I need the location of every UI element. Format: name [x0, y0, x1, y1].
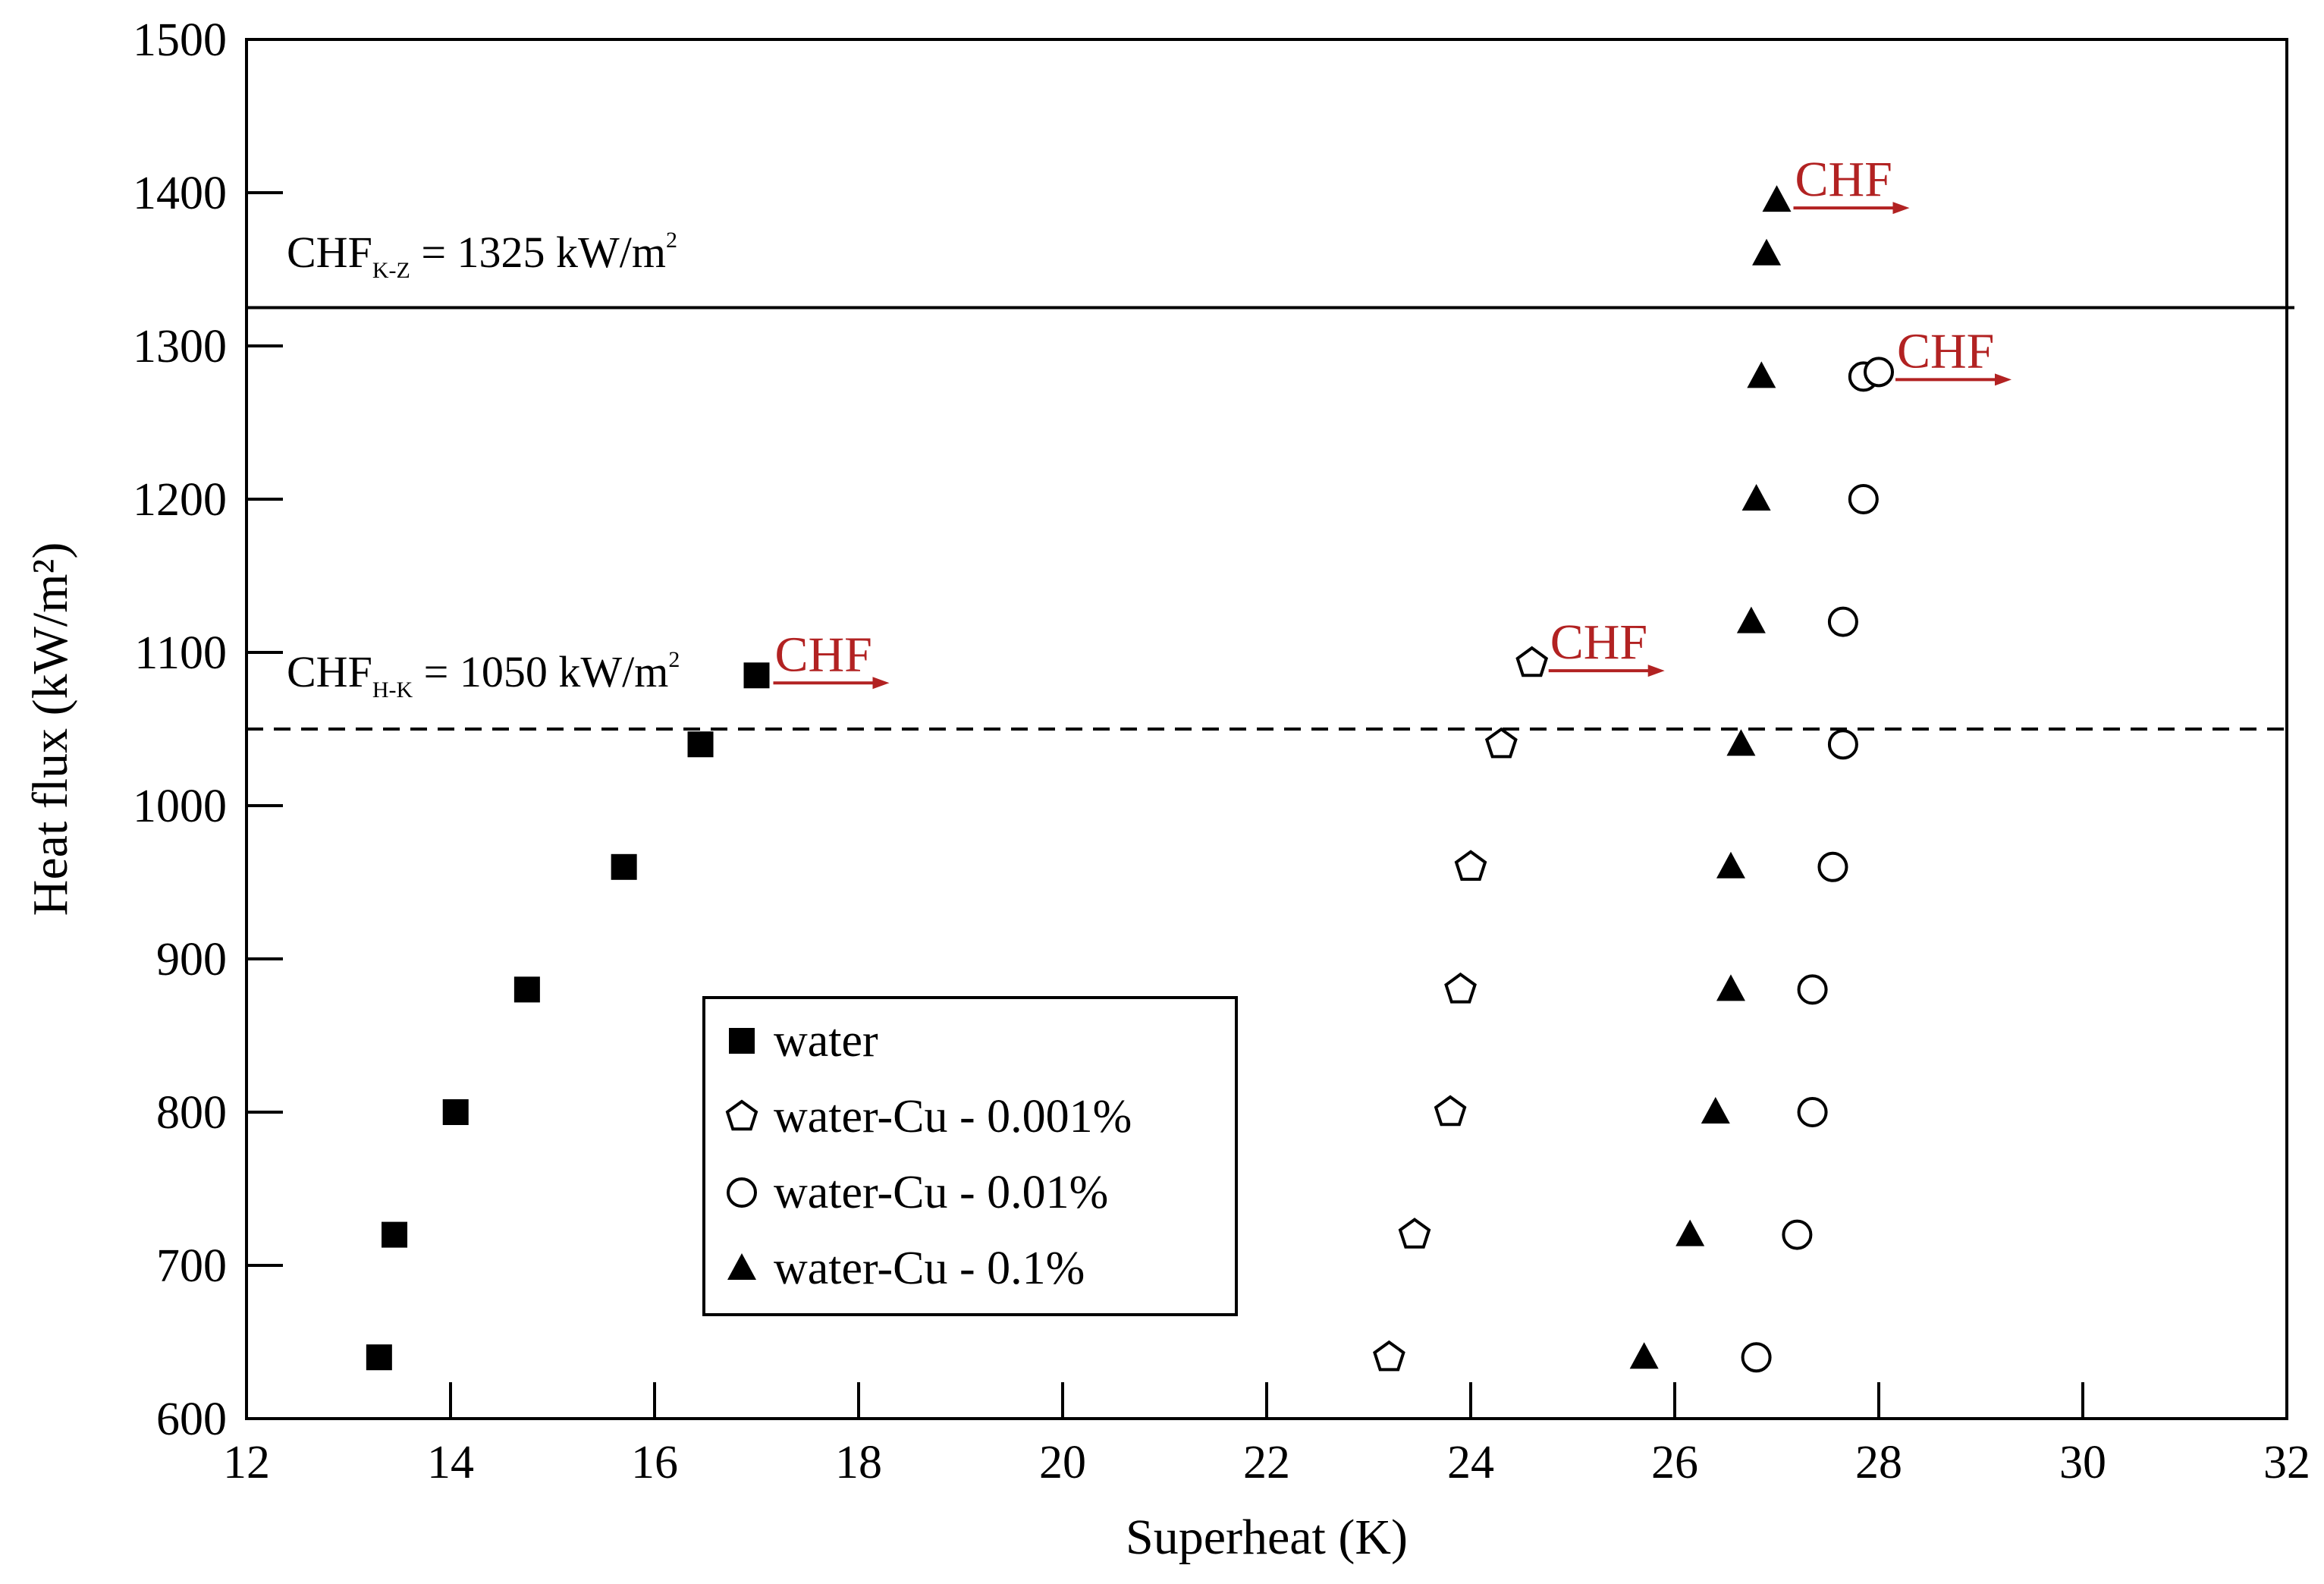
x-tick-label: 30 [2059, 1437, 2106, 1488]
data-point [1827, 729, 1858, 760]
y-tick-label: 1100 [134, 627, 227, 679]
y-tick-label: 600 [156, 1394, 227, 1445]
y-tick-label: 1500 [133, 14, 227, 66]
legend-markers [725, 1028, 758, 1280]
data-point [1741, 484, 1771, 511]
data-point [1434, 1095, 1467, 1127]
legend-entry-cu-001: water-Cu - 0.01% [774, 1167, 1108, 1218]
y-tick-label: 1400 [133, 168, 227, 219]
chf-arrow-head [1995, 373, 2012, 386]
data-point [1817, 851, 1848, 882]
y-tick-label: 1300 [133, 321, 227, 372]
series-3 [1629, 185, 1792, 1369]
data-point [1848, 484, 1879, 514]
x-axis-label: Superheat (K) [1126, 1510, 1408, 1565]
data-point [1797, 974, 1828, 1005]
legend-entry-water: water [774, 1015, 878, 1067]
series-0 [366, 662, 770, 1371]
data-point [1701, 1097, 1730, 1124]
x-tick-label: 24 [1447, 1437, 1494, 1488]
chf-label: CHF [1897, 323, 1994, 379]
chf-label: CHF [775, 627, 872, 682]
legend-marker [727, 1253, 756, 1280]
y-tick-label: 1200 [133, 474, 227, 526]
y-tick-labels: 600 700 800 900 1000 1100 1200 1300 1400 1500 [133, 14, 227, 1445]
data-point [1716, 974, 1745, 1001]
chf-label: CHF [1795, 152, 1892, 207]
x-tick-label: 32 [2263, 1437, 2310, 1488]
ref-label-kz: CHFK-Z = 1325 kW/m2 [287, 228, 677, 283]
y-tick-label: 1000 [133, 781, 227, 832]
legend-entry-cu-01: water-Cu - 0.1% [774, 1243, 1085, 1294]
x-tick-label: 12 [223, 1437, 270, 1488]
data-point [1752, 238, 1782, 266]
data-point [1373, 1340, 1405, 1372]
x-tick-label: 14 [427, 1437, 474, 1488]
data-point [366, 1344, 392, 1371]
data-point [513, 976, 540, 1003]
data-point [1827, 606, 1858, 637]
data-point [1782, 1219, 1813, 1250]
data-point [1444, 972, 1477, 1004]
x-tick-labels: 12 14 16 18 20 22 24 26 28 30 32 [223, 1437, 2310, 1488]
data-point [442, 1099, 469, 1125]
x-tick-label: 22 [1243, 1437, 1290, 1488]
legend-box [702, 996, 1238, 1316]
x-tick-label: 28 [1855, 1437, 1902, 1488]
chf-label: CHF [1550, 614, 1647, 670]
legend-marker [729, 1028, 755, 1054]
series-1 [1373, 646, 1549, 1372]
y-tick-label: 700 [156, 1240, 227, 1292]
chf-arrow-head [872, 677, 890, 690]
x-tick-label: 18 [835, 1437, 882, 1488]
data-point [611, 853, 637, 880]
data-point [1864, 357, 1894, 388]
legend-marker [727, 1177, 757, 1208]
y-tick-label: 900 [156, 934, 227, 985]
data-series [366, 185, 1894, 1373]
y-axis-label: Heat flux (kW/m²) [23, 542, 78, 916]
data-point [1398, 1218, 1431, 1249]
data-point [1515, 646, 1549, 677]
data-point [1726, 729, 1756, 756]
series-2 [1741, 357, 1894, 1373]
data-point [1797, 1097, 1828, 1127]
data-point [1454, 850, 1487, 881]
chf-arrow-head [1647, 665, 1665, 677]
x-tick-label: 16 [631, 1437, 678, 1488]
axis-ticks [245, 38, 2288, 1420]
data-point [1762, 185, 1792, 212]
chf-arrow-head [1892, 202, 1910, 215]
x-tick-label: 20 [1039, 1437, 1086, 1488]
data-point [1741, 1342, 1772, 1373]
data-point [1629, 1342, 1659, 1369]
data-point [382, 1221, 408, 1248]
legend: water water-Cu - 0.001% water-Cu - 0.01%… [702, 996, 1238, 1316]
chf-annotations: CHF CHF CHF CHF [773, 152, 2012, 690]
y-tick-label: 800 [156, 1087, 227, 1139]
data-point [1484, 727, 1518, 759]
data-point [1747, 361, 1776, 388]
data-point [1736, 606, 1766, 633]
data-point [743, 662, 770, 689]
ref-label-hk: CHFH-K = 1050 kW/m2 [287, 647, 680, 702]
data-point [1675, 1219, 1705, 1246]
data-point [687, 731, 714, 758]
reference-lines [247, 306, 2294, 731]
data-point [1716, 851, 1745, 878]
legend-entry-cu-0001: water-Cu - 0.001% [774, 1091, 1132, 1142]
legend-marker [725, 1099, 758, 1131]
x-tick-label: 26 [1651, 1437, 1698, 1488]
